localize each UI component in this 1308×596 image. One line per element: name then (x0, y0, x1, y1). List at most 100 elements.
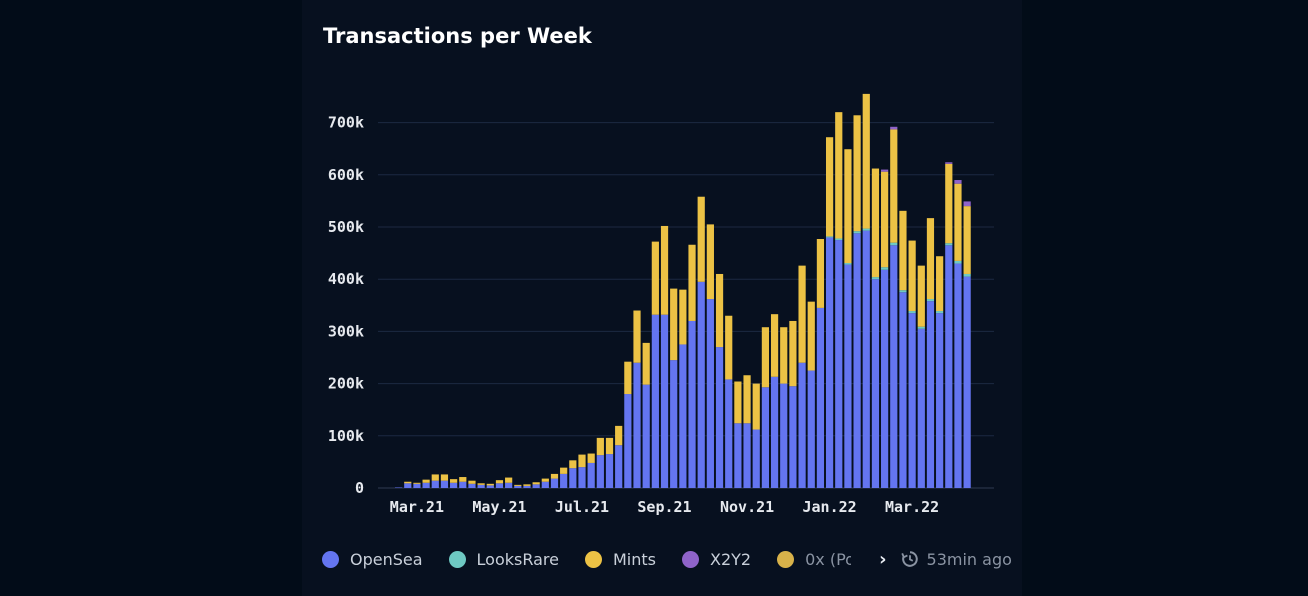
bar-mints-18[interactable] (560, 467, 568, 474)
bar-opensea-12[interactable] (505, 482, 513, 488)
bar-mints-41[interactable] (770, 314, 779, 377)
bar-opensea-33[interactable] (697, 281, 705, 488)
bar-looksrare-57[interactable] (917, 326, 925, 329)
bar-looksrare-56[interactable] (908, 311, 916, 314)
bar-mints-5[interactable] (440, 474, 449, 481)
bar-opensea-54[interactable] (890, 245, 898, 488)
bar-mints-43[interactable] (789, 320, 797, 387)
bar-mints-13[interactable] (514, 484, 522, 486)
bar-opensea-22[interactable] (596, 455, 604, 488)
bar-opensea-5[interactable] (440, 480, 449, 488)
bar-mints-40[interactable] (761, 327, 769, 388)
bar-opensea-9[interactable] (477, 484, 485, 488)
bar-mints-25[interactable] (624, 361, 632, 395)
bar-mints-56[interactable] (908, 240, 916, 312)
bar-mints-21[interactable] (587, 453, 595, 463)
bar-opensea-1[interactable] (404, 483, 412, 488)
bar-mints-6[interactable] (450, 479, 458, 483)
legend-item-x2y2[interactable]: X2Y2 (682, 550, 751, 569)
bar-mints-16[interactable] (541, 478, 549, 482)
bar-mints-42[interactable] (780, 327, 788, 384)
bar-mints-26[interactable] (633, 310, 641, 363)
bar-mints-54[interactable] (890, 129, 898, 243)
bar-mints-20[interactable] (578, 454, 586, 468)
bar-opensea-25[interactable] (624, 394, 632, 488)
bar-looksrare-60[interactable] (945, 243, 953, 246)
bar-mints-59[interactable] (936, 256, 944, 312)
bar-mints-35[interactable] (715, 273, 724, 348)
bar-opensea-19[interactable] (569, 468, 577, 488)
bar-mints-19[interactable] (569, 460, 577, 469)
bar-opensea-61[interactable] (954, 263, 962, 488)
bar-opensea-55[interactable] (899, 292, 907, 488)
bar-mints-49[interactable] (844, 149, 852, 264)
bar-mints-15[interactable] (532, 482, 540, 485)
bar-mints-51[interactable] (862, 93, 870, 229)
bar-opensea-6[interactable] (450, 482, 458, 488)
bar-mints-31[interactable] (679, 289, 687, 345)
bar-opensea-17[interactable] (550, 478, 559, 488)
bar-x2y2-61[interactable] (954, 180, 962, 184)
bar-mints-1[interactable] (404, 481, 412, 484)
bar-mints-9[interactable] (477, 483, 485, 485)
bar-opensea-48[interactable] (835, 240, 843, 488)
bar-opensea-39[interactable] (752, 429, 760, 488)
bar-mints-29[interactable] (660, 225, 669, 315)
bar-opensea-24[interactable] (615, 445, 623, 488)
bar-mints-53[interactable] (881, 171, 889, 268)
bar-opensea-34[interactable] (706, 299, 714, 488)
bar-mints-38[interactable] (743, 375, 751, 424)
bar-mints-33[interactable] (697, 196, 705, 282)
bar-mints-4[interactable] (431, 474, 439, 481)
bar-mints-39[interactable] (752, 383, 760, 430)
bar-opensea-21[interactable] (587, 462, 595, 488)
bar-mints-55[interactable] (899, 210, 907, 291)
bar-opensea-27[interactable] (642, 384, 650, 488)
bar-mints-14[interactable] (523, 484, 531, 486)
bar-opensea-7[interactable] (459, 481, 467, 488)
bar-opensea-49[interactable] (844, 264, 852, 488)
bar-mints-11[interactable] (495, 480, 504, 484)
bar-mints-48[interactable] (835, 112, 843, 239)
bar-opensea-51[interactable] (862, 230, 870, 488)
bar-opensea-8[interactable] (468, 483, 476, 488)
bar-x2y2-62[interactable] (963, 201, 971, 207)
legend-item-0x[interactable]: 0x (Polygon) (777, 550, 853, 569)
bar-opensea-4[interactable] (431, 480, 439, 488)
legend-more-button[interactable]: › (879, 548, 887, 570)
bar-mints-34[interactable] (706, 224, 714, 300)
bar-mints-46[interactable] (816, 239, 825, 308)
bar-mints-22[interactable] (596, 437, 604, 456)
bar-mints-12[interactable] (505, 477, 513, 483)
bar-mints-3[interactable] (422, 479, 430, 483)
bar-mints-37[interactable] (734, 381, 742, 424)
bar-opensea-46[interactable] (816, 307, 825, 488)
bar-opensea-57[interactable] (917, 328, 925, 488)
bar-looksrare-58[interactable] (926, 299, 935, 302)
bar-opensea-53[interactable] (881, 269, 889, 488)
bar-mints-45[interactable] (807, 301, 815, 371)
bar-opensea-41[interactable] (770, 376, 779, 488)
bar-mints-50[interactable] (853, 115, 861, 232)
bar-x2y2-60[interactable] (945, 162, 953, 164)
bar-opensea-10[interactable] (486, 485, 494, 488)
bar-opensea-23[interactable] (605, 454, 614, 488)
bar-opensea-58[interactable] (926, 301, 935, 488)
bar-mints-62[interactable] (963, 206, 971, 274)
bar-opensea-43[interactable] (789, 386, 797, 488)
bar-opensea-3[interactable] (422, 482, 430, 488)
bar-opensea-16[interactable] (541, 481, 549, 488)
bar-opensea-32[interactable] (688, 320, 696, 488)
bar-mints-28[interactable] (651, 241, 659, 315)
bar-opensea-45[interactable] (807, 370, 815, 488)
bar-mints-2[interactable] (413, 482, 421, 484)
bar-opensea-42[interactable] (780, 383, 788, 488)
bar-mints-61[interactable] (954, 183, 962, 261)
bar-looksrare-51[interactable] (862, 228, 870, 231)
bar-opensea-38[interactable] (743, 423, 751, 488)
bar-opensea-14[interactable] (523, 485, 531, 488)
bar-opensea-62[interactable] (963, 276, 971, 488)
bar-mints-32[interactable] (688, 244, 696, 321)
legend-item-opensea[interactable]: OpenSea (322, 550, 423, 569)
bar-opensea-29[interactable] (660, 314, 669, 488)
